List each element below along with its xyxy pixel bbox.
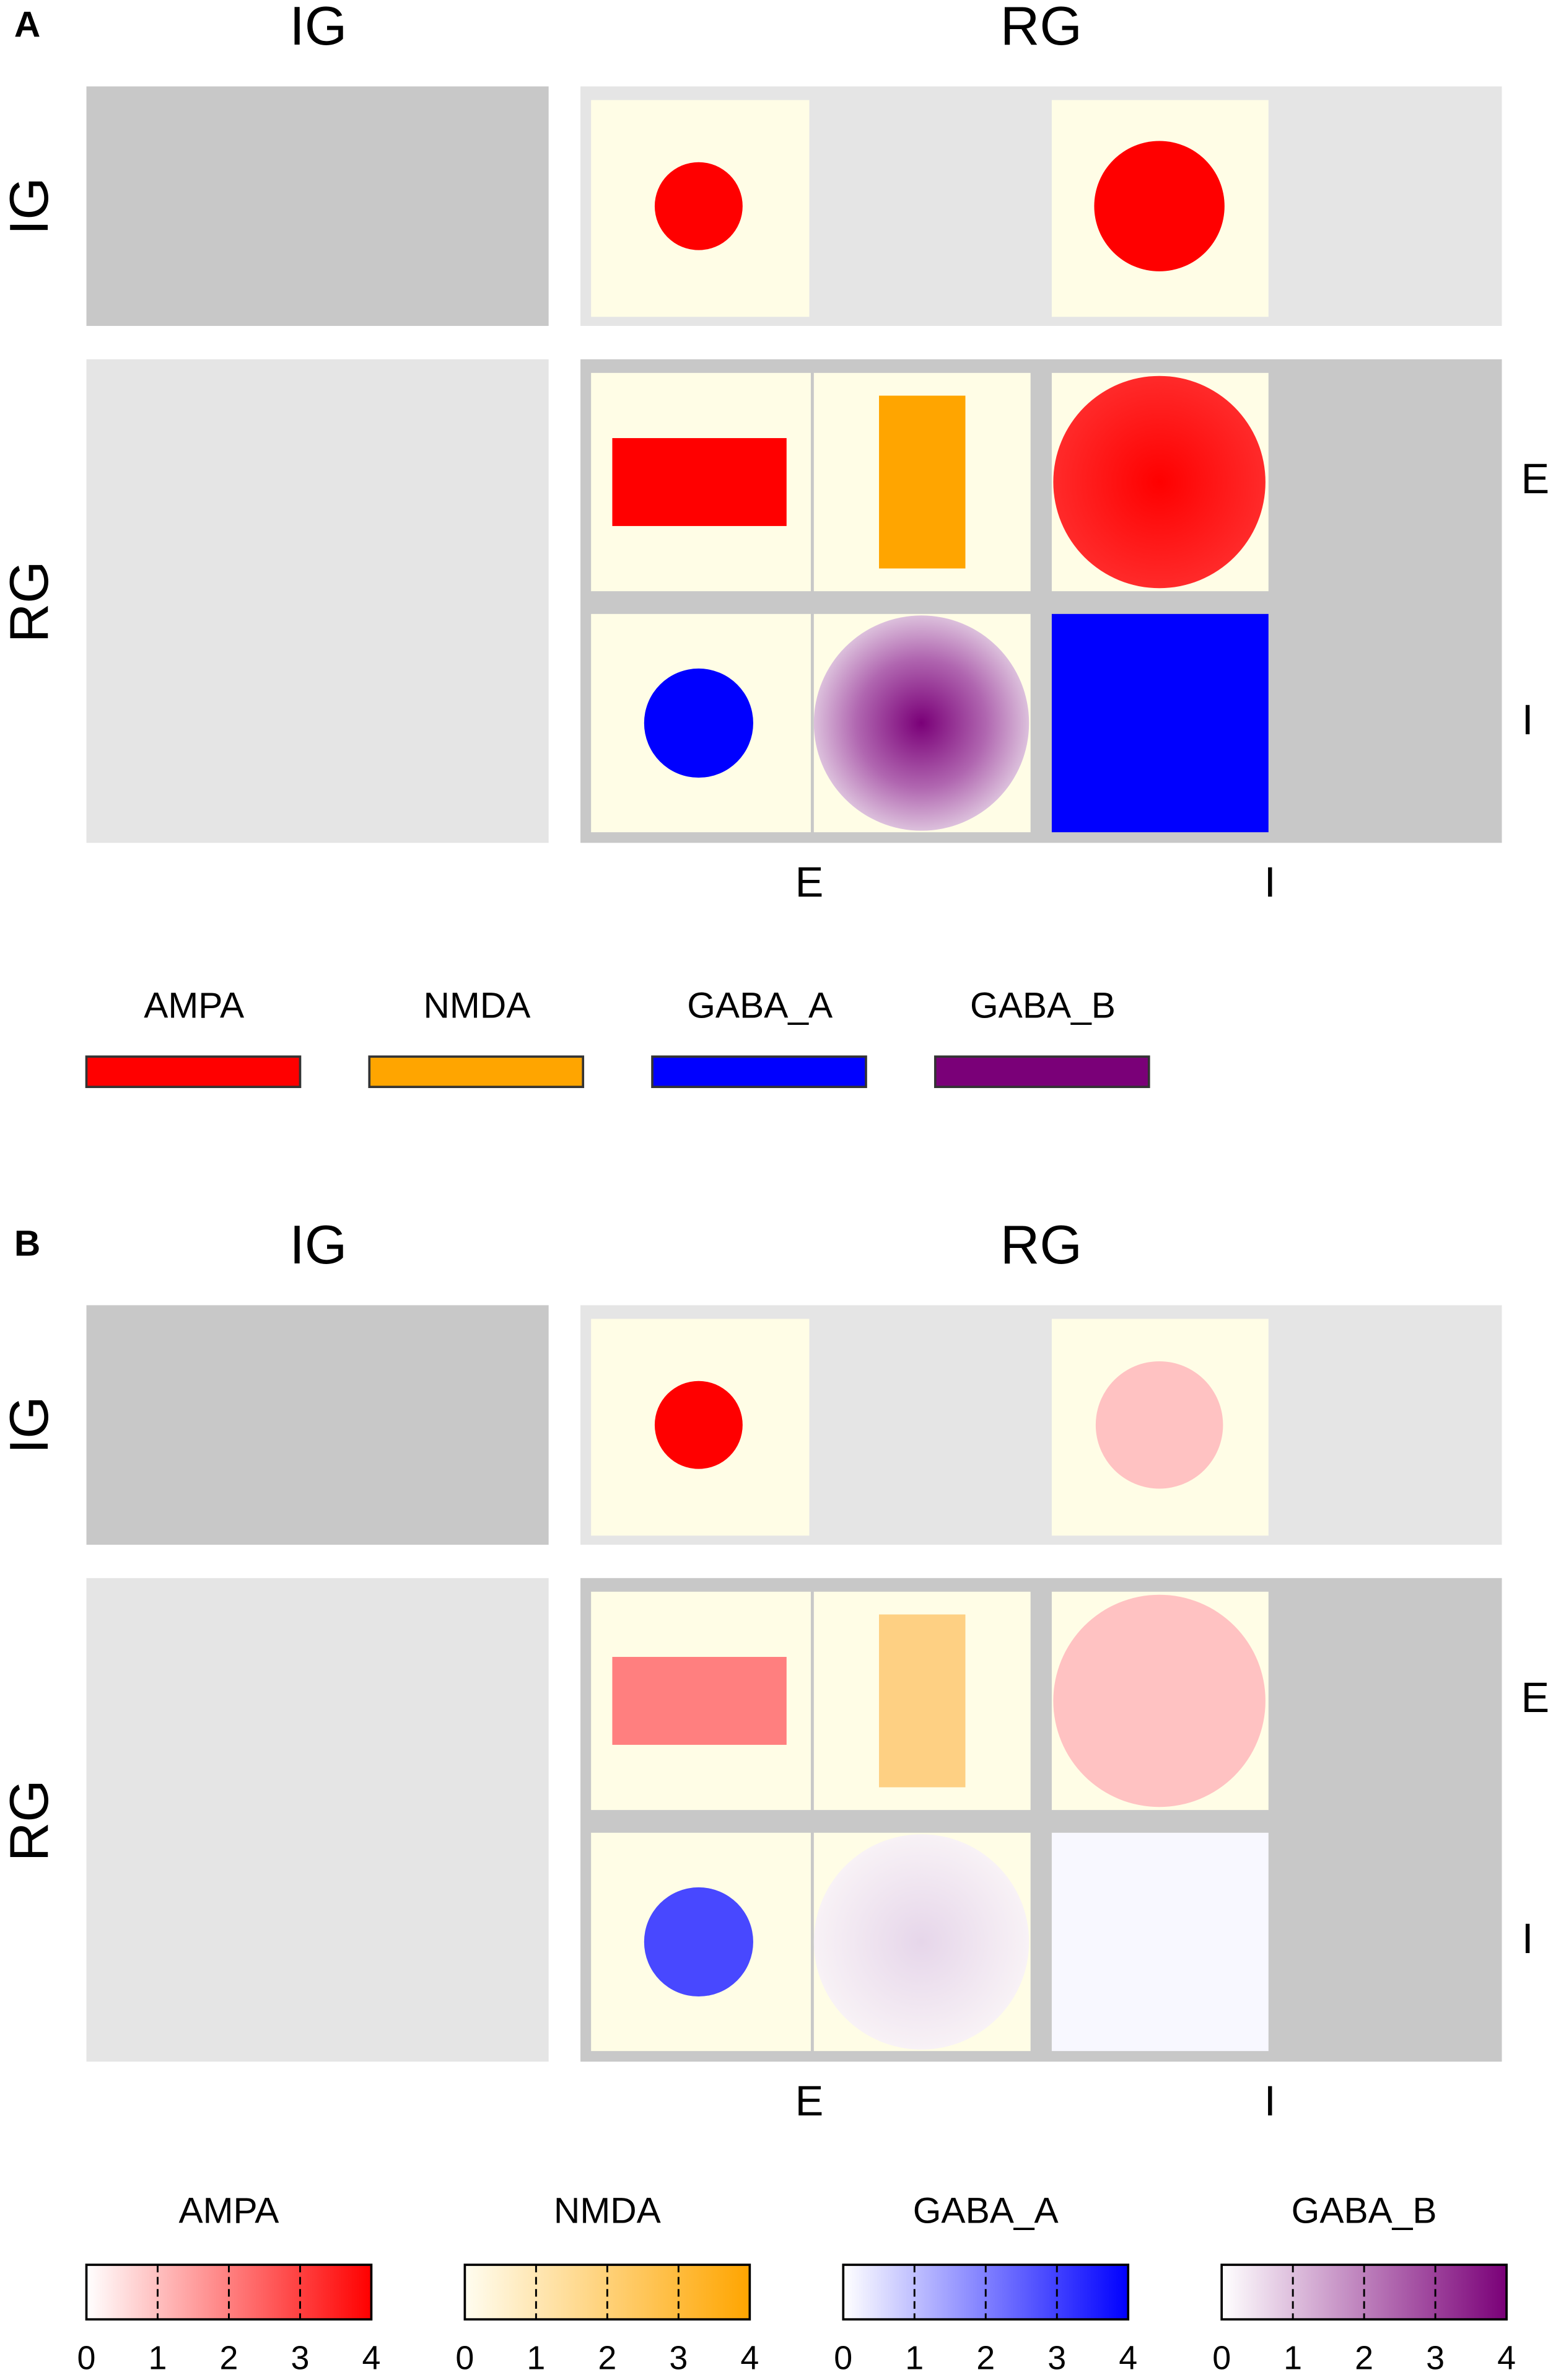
legend-bar (85, 1055, 302, 1088)
colorbar-tick-label: 3 (1426, 2339, 1445, 2376)
legend-bar (368, 1055, 585, 1088)
synapse (1053, 1594, 1266, 1807)
column-header: RG (1000, 0, 1082, 56)
synapse (1051, 1832, 1269, 2052)
colorbar-tick-label: 1 (149, 2339, 167, 2376)
panel-label: A (14, 5, 40, 45)
colorbar-tick-label: 3 (1047, 2339, 1066, 2376)
legend-label: AMPA (178, 2190, 279, 2231)
colorbar-tick-label: 2 (1355, 2339, 1373, 2376)
colorbar-tick-label: 0 (1212, 2339, 1231, 2376)
legend-label: AMPA (144, 985, 245, 1025)
legend-label: NMDA (554, 2190, 662, 2231)
colorbar-tick-label: 0 (455, 2339, 474, 2376)
colorbar-tick-label: 1 (1283, 2339, 1302, 2376)
synapse (813, 1834, 1030, 2050)
legend-label: GABA_A (913, 2190, 1059, 2231)
legend-label: GABA_A (687, 985, 833, 1025)
colorbar-tick-label: 3 (669, 2339, 688, 2376)
subcolumn-label: I (1264, 2077, 1276, 2125)
row-header: IG (0, 177, 59, 235)
colorbar-tick-label: 0 (834, 2339, 852, 2376)
legend-bar (934, 1055, 1150, 1088)
synapse (1051, 613, 1269, 833)
row-header: IG (0, 1396, 59, 1454)
colorbar-tick-label: 4 (1119, 2339, 1137, 2376)
colorbar-tick-label: 2 (976, 2339, 995, 2376)
colorbar-tick-label: 1 (527, 2339, 545, 2376)
colorbar-tick-label: 4 (362, 2339, 380, 2376)
synapse (1053, 375, 1266, 589)
block (86, 359, 549, 843)
synapse (1095, 1361, 1223, 1489)
colorbar-tick-label: 3 (291, 2339, 309, 2376)
colorbar-tick-label: 2 (220, 2339, 238, 2376)
synapse (654, 162, 743, 250)
row-header: RG (0, 561, 59, 643)
column-header: RG (1000, 1214, 1082, 1275)
legend-label: NMDA (424, 985, 531, 1025)
legend-label: GABA_B (970, 985, 1116, 1025)
synapse (644, 668, 753, 778)
subcolumn-label: E (795, 858, 824, 906)
synapse (612, 1657, 787, 1745)
subrow-label: I (1522, 696, 1534, 744)
block (86, 86, 549, 326)
column-header: IG (289, 0, 347, 56)
legend-label: GABA_B (1292, 2190, 1437, 2231)
synapse (879, 395, 966, 569)
synapse (879, 1614, 966, 1788)
colorbar-tick-label: 1 (905, 2339, 924, 2376)
synapse (654, 1381, 743, 1469)
panel-label: B (14, 1224, 40, 1264)
synapse (1094, 141, 1225, 271)
synapse (644, 1887, 753, 1997)
colorbar-tick-label: 4 (1497, 2339, 1516, 2376)
synapse (612, 438, 787, 526)
subrow-label: I (1522, 1915, 1534, 1962)
colorbar-tick-label: 4 (740, 2339, 759, 2376)
colorbar-tick-label: 0 (77, 2339, 96, 2376)
block (86, 1578, 549, 2062)
block (86, 1305, 549, 1545)
row-header: RG (0, 1780, 59, 1861)
synapse (813, 615, 1030, 831)
subcolumn-label: I (1264, 858, 1276, 906)
legend-bar (651, 1055, 867, 1088)
column-header: IG (289, 1214, 347, 1275)
subrow-label: E (1521, 1674, 1550, 1721)
colorbar-tick-label: 2 (598, 2339, 616, 2376)
subrow-label: E (1521, 455, 1550, 503)
subcolumn-label: E (795, 2077, 824, 2125)
